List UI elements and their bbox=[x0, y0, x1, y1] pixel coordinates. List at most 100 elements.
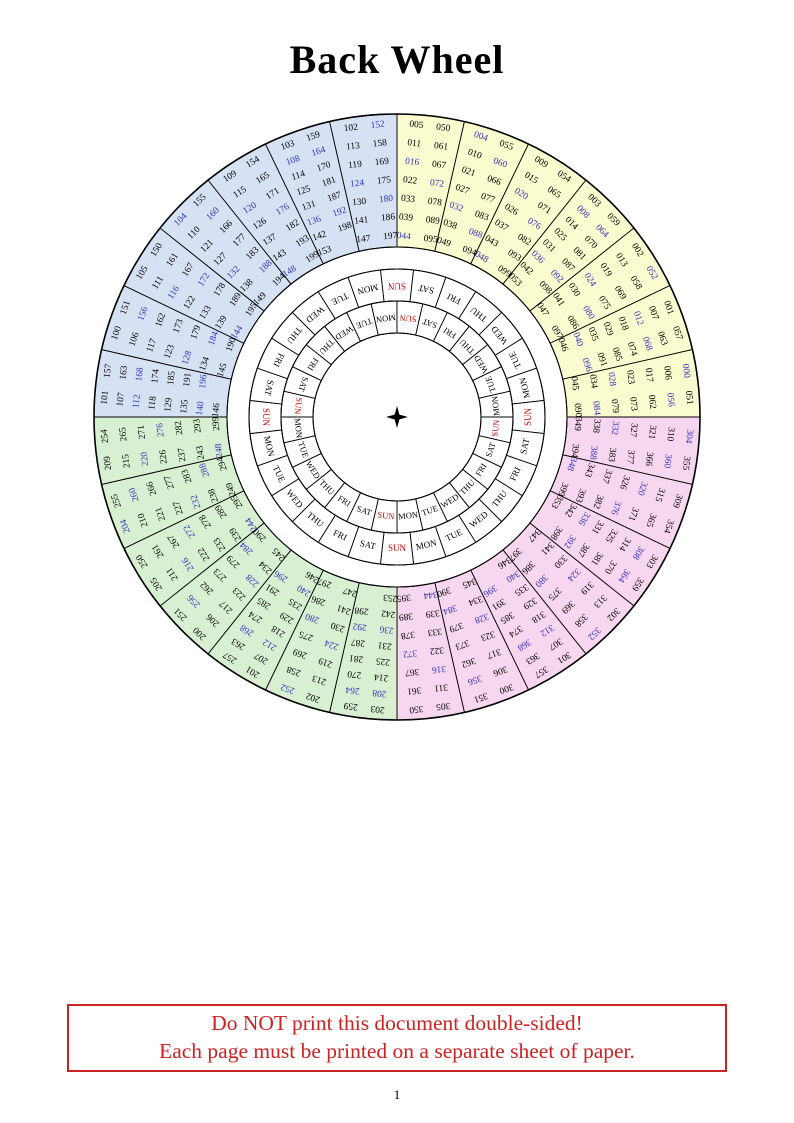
year-number: 202 bbox=[305, 690, 322, 704]
year-number: 348 bbox=[564, 455, 578, 472]
year-number: 317 bbox=[485, 646, 502, 660]
year-number: 225 bbox=[375, 655, 390, 667]
day-label: MON bbox=[398, 509, 419, 521]
year-number: 107 bbox=[115, 392, 127, 407]
year-number: 068 bbox=[640, 336, 654, 353]
year-number: 038 bbox=[442, 218, 459, 232]
year-sector-numbers: 300 306 317 323 328 334 345 351 356 362 373 379 384 3… bbox=[435, 575, 514, 704]
year-number: 270 bbox=[347, 668, 362, 680]
year-number: 271 bbox=[137, 424, 149, 439]
year-sector-numbers: 0010070120180290350400460570630680740850… bbox=[555, 300, 684, 374]
year-number: 384 bbox=[441, 602, 458, 616]
year-number: 141 bbox=[354, 215, 369, 227]
year-number: 276 bbox=[155, 422, 167, 437]
year-number: 123 bbox=[163, 343, 177, 360]
year-number: 162 bbox=[154, 312, 168, 329]
year-number: 174 bbox=[150, 368, 162, 383]
year-number: 006 bbox=[661, 365, 673, 380]
year-number: 055 bbox=[498, 139, 515, 153]
year-number: 112 bbox=[131, 394, 143, 409]
year-number: 328 bbox=[473, 611, 490, 625]
year-number: 322 bbox=[429, 644, 444, 656]
year-number: 016 bbox=[405, 157, 420, 169]
page-title: Back Wheel bbox=[289, 37, 505, 82]
year-number: 260 bbox=[127, 486, 141, 503]
year-sector-numbers: 2052112162222332392442502612672722782892… bbox=[134, 492, 259, 592]
year-number: 062 bbox=[646, 394, 658, 409]
year-number: 119 bbox=[348, 160, 363, 172]
day-label-sunday: SUN bbox=[377, 509, 395, 521]
year-number: 371 bbox=[626, 506, 640, 523]
year-number: 252 bbox=[279, 681, 296, 695]
year-number: 108 bbox=[285, 154, 302, 168]
year-number: 297 bbox=[316, 575, 333, 589]
year-number: 230 bbox=[329, 619, 346, 633]
year-number: 035 bbox=[586, 326, 600, 343]
year-sector-numbers: 202 213 219 224 230 241 247 252 258 269 275 280 286 2… bbox=[279, 575, 358, 704]
year-number: 180 bbox=[379, 194, 394, 206]
year-number: 094 bbox=[461, 245, 478, 259]
year-number: 253 bbox=[382, 592, 397, 604]
year-number: 287 bbox=[350, 636, 365, 648]
year-number: 266 bbox=[145, 480, 159, 497]
year-number: 337 bbox=[599, 468, 613, 485]
day-label: SAT bbox=[296, 376, 311, 394]
year-number: 169 bbox=[374, 157, 389, 169]
year-number: 361 bbox=[406, 684, 421, 696]
year-number: 129 bbox=[163, 397, 175, 412]
year-number: 236 bbox=[379, 623, 394, 635]
year-number: 306 bbox=[491, 663, 508, 677]
year-number: 333 bbox=[427, 626, 442, 638]
year-number: 378 bbox=[400, 629, 415, 641]
year-number: 033 bbox=[400, 194, 415, 206]
year-number: 241 bbox=[336, 602, 353, 616]
year-number: 191 bbox=[182, 372, 194, 387]
year-number: 011 bbox=[407, 138, 422, 150]
year-number: 382 bbox=[591, 493, 605, 510]
year-number: 379 bbox=[447, 620, 464, 634]
year-number: 220 bbox=[140, 451, 152, 466]
year-number: 136 bbox=[306, 214, 323, 228]
year-number: 198 bbox=[337, 220, 354, 234]
year-number: 145 bbox=[216, 362, 230, 379]
year-number: 242 bbox=[381, 607, 396, 619]
year-number: 060 bbox=[492, 156, 509, 170]
year-number: 102 bbox=[343, 123, 358, 135]
year-number: 258 bbox=[285, 663, 302, 677]
year-sector-numbers: 100 106 117 123 128 134 145 151 156 162 173 179 184 1… bbox=[110, 299, 239, 378]
day-label: MON bbox=[356, 282, 379, 297]
year-number: 321 bbox=[646, 425, 658, 440]
year-number: 096 bbox=[579, 357, 593, 374]
year-number: 277 bbox=[163, 474, 177, 491]
year-number: 399 bbox=[555, 481, 569, 498]
year-number: 395 bbox=[396, 592, 411, 604]
year-sector-numbers: 004 010 021 027 032 038 049 055 060 066 077 083 088 0… bbox=[435, 130, 514, 259]
year-number: 079 bbox=[609, 399, 621, 414]
year-number: 226 bbox=[158, 449, 170, 464]
year-number: 028 bbox=[606, 372, 618, 387]
year-number: 298 bbox=[354, 604, 369, 616]
year-number: 339 bbox=[425, 607, 440, 619]
ring-circle bbox=[226, 246, 568, 588]
year-number: 090 bbox=[572, 403, 584, 418]
day-label: SAT bbox=[483, 440, 498, 458]
year-number: 280 bbox=[304, 611, 321, 625]
back-wheel-svg: 0050110160220330390440500610670720780890… bbox=[93, 113, 701, 721]
year-number: 210 bbox=[136, 511, 150, 528]
year-number: 147 bbox=[356, 234, 371, 246]
year-number: 310 bbox=[664, 427, 676, 442]
year-number: 316 bbox=[431, 663, 446, 675]
year-number: 072 bbox=[429, 178, 444, 190]
year-sector-numbers: 101 107 112 118 129 135 140 146 157 163 168 174 185 1… bbox=[100, 363, 223, 418]
year-number: 237 bbox=[177, 447, 189, 462]
year-number: 074 bbox=[625, 341, 639, 358]
year-number: 294 bbox=[215, 455, 229, 472]
year-number: 281 bbox=[348, 652, 363, 664]
day-label-sunday: SUN bbox=[293, 397, 305, 415]
year-number: 184 bbox=[207, 330, 221, 347]
year-number: 101 bbox=[100, 390, 112, 405]
year-number: 130 bbox=[352, 197, 367, 209]
year-number: 113 bbox=[346, 141, 361, 153]
year-sector-numbers: 305 311 316 322 333 339 344 350 361 367 372 378 389 3… bbox=[396, 589, 451, 715]
